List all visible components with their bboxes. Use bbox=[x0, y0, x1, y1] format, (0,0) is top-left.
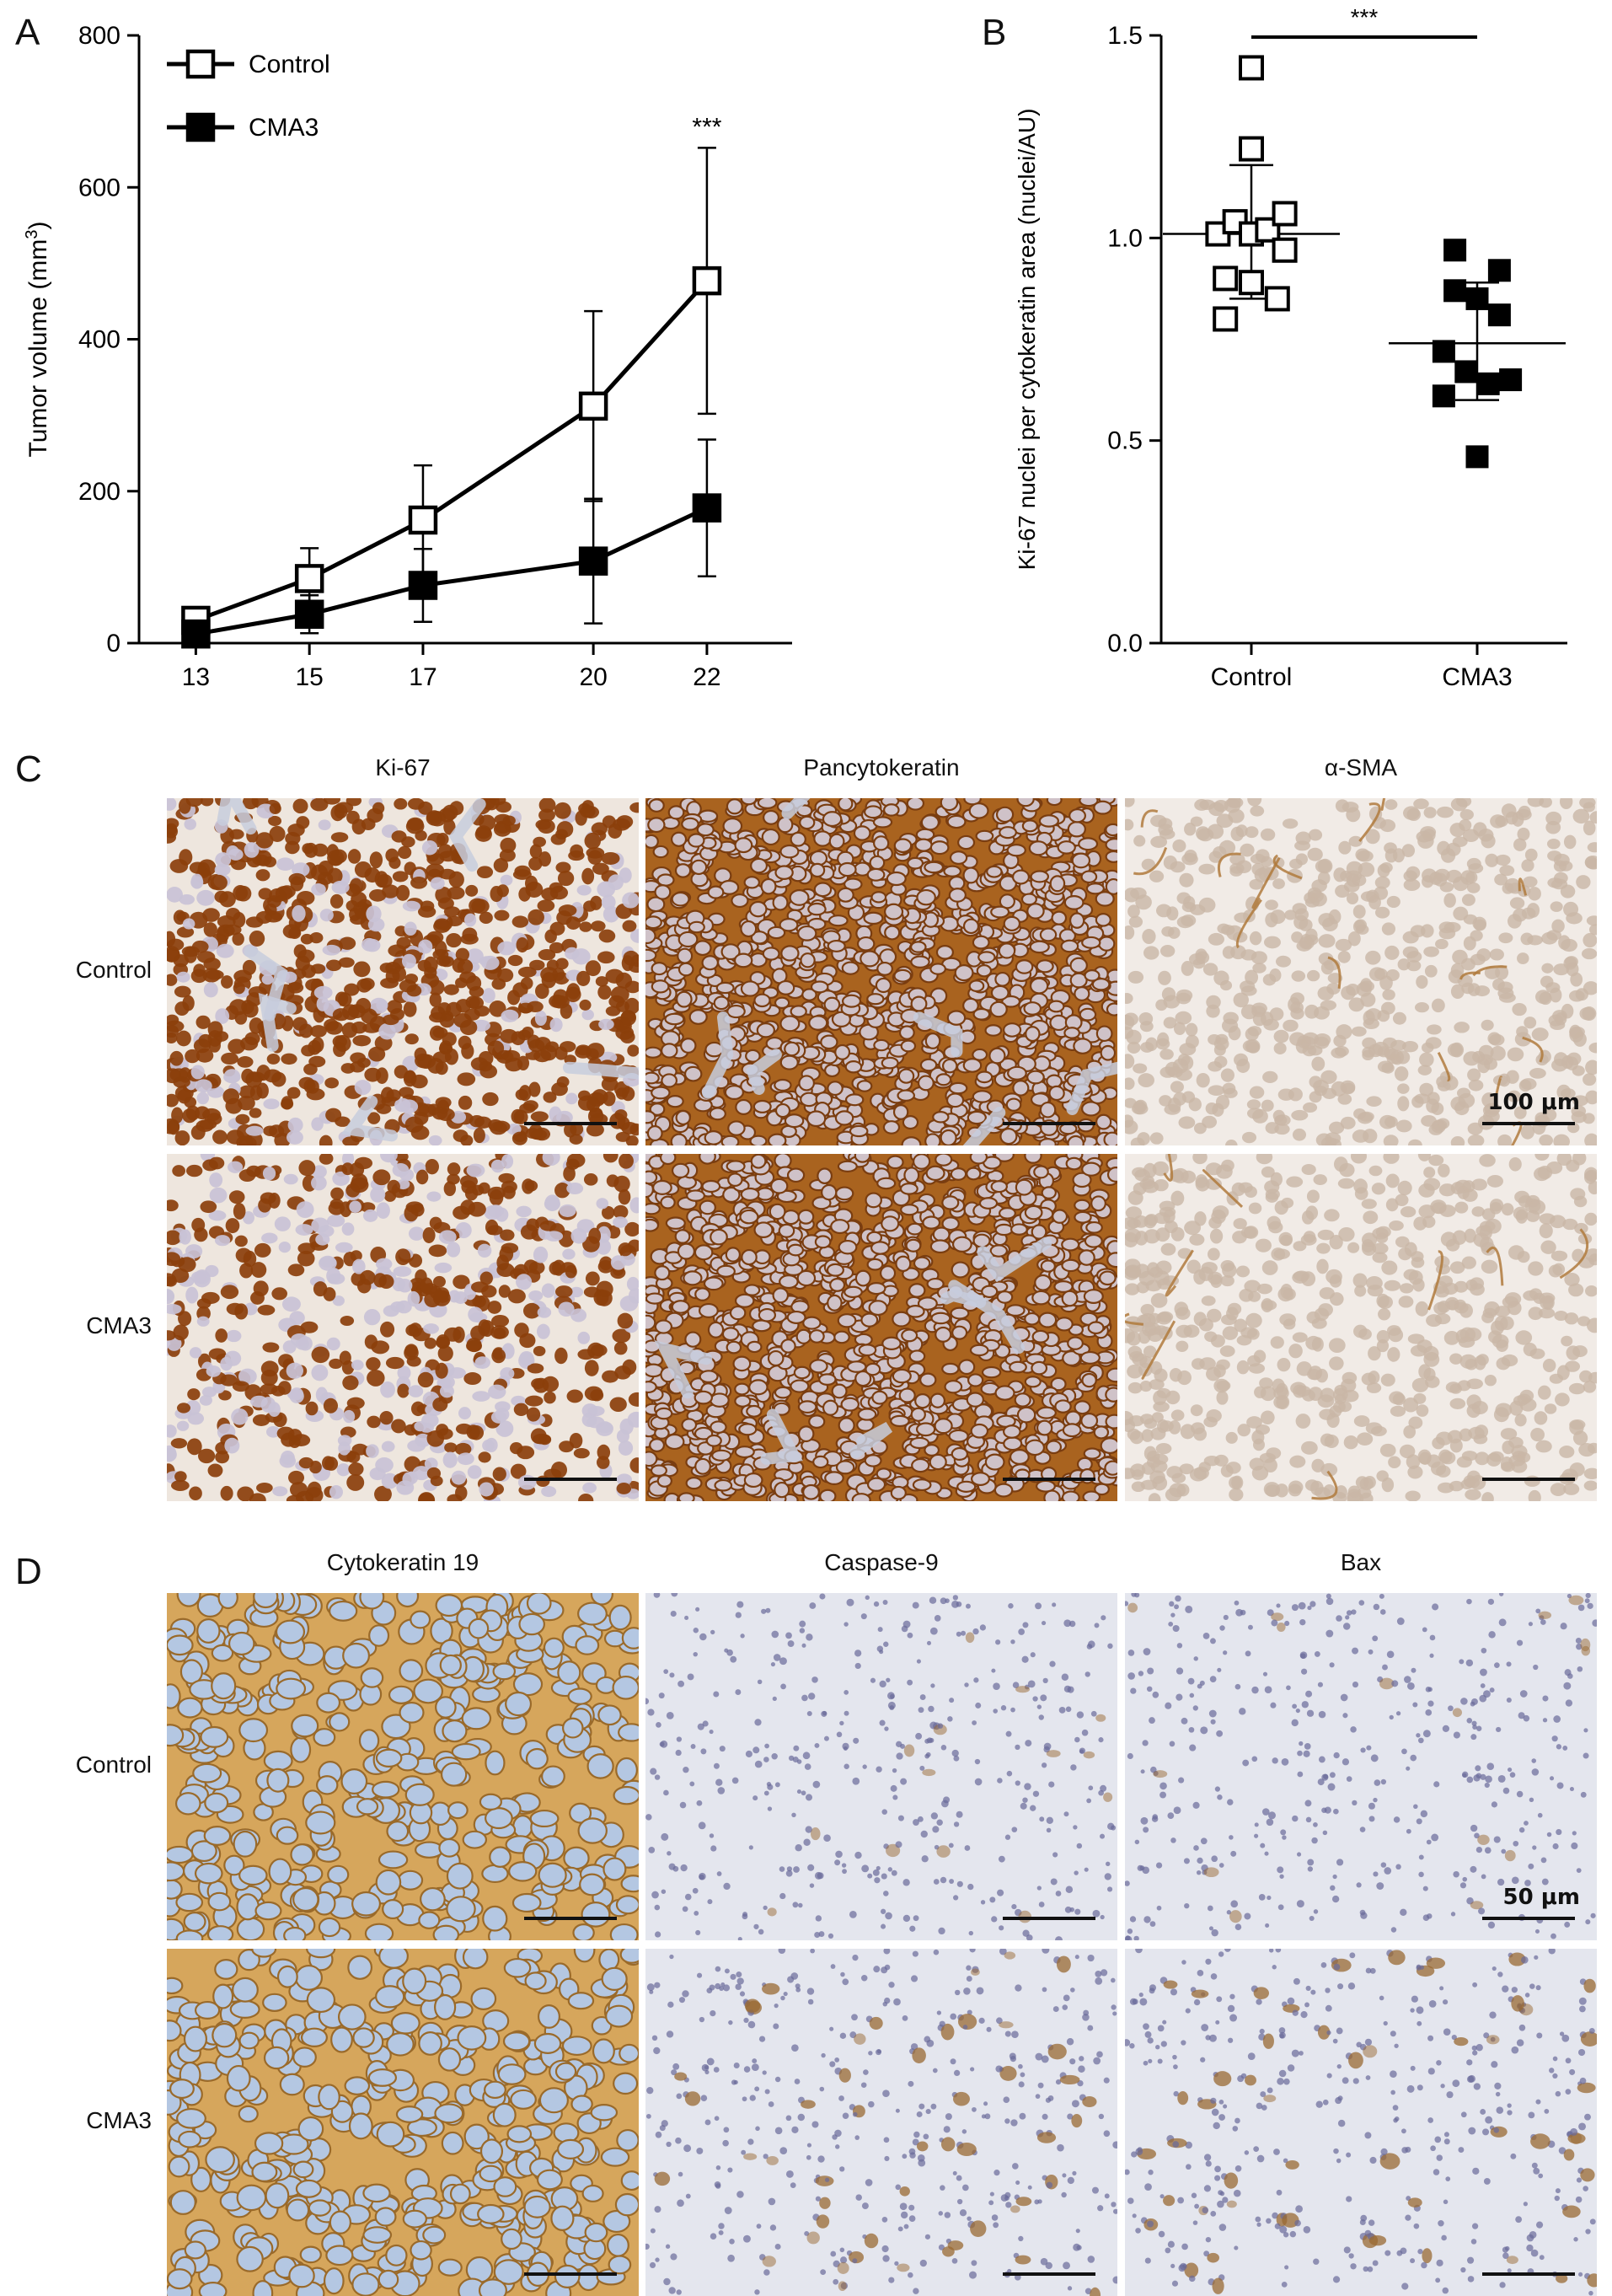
chart-a-x-tick-label: 15 bbox=[295, 663, 323, 691]
row-label: Control bbox=[25, 957, 152, 984]
micrograph-tile bbox=[645, 1154, 1117, 1501]
scale-bar bbox=[1003, 1122, 1095, 1125]
chart-a-series-line-control bbox=[195, 281, 707, 620]
chart-a-point-control bbox=[581, 394, 606, 419]
chart-b-x-tick-label: Control bbox=[1211, 663, 1293, 691]
chart-b-significance: *** bbox=[1351, 4, 1379, 30]
micrograph-tile bbox=[167, 1593, 639, 1940]
chart-b-point-control bbox=[1240, 271, 1262, 293]
chart-b-x-tick-label: CMA3 bbox=[1442, 663, 1512, 691]
scale-bar bbox=[524, 1122, 617, 1125]
scale-bar bbox=[524, 1917, 617, 1920]
chart-a-point-cma3 bbox=[297, 602, 322, 627]
scale-bar-label: 100 μm bbox=[1462, 1090, 1580, 1115]
chart-b-y-label: Ki-67 nuclei per cytokeratin area (nucle… bbox=[1014, 109, 1040, 571]
row-label: CMA3 bbox=[25, 1312, 152, 1339]
row-label: Control bbox=[25, 1752, 152, 1778]
chart-a-x-tick-label: 13 bbox=[182, 663, 210, 691]
chart-a-point-cma3 bbox=[183, 621, 208, 646]
chart-a-y-tick-label: 200 bbox=[78, 478, 120, 506]
micrograph-tile bbox=[167, 798, 639, 1145]
scale-bar bbox=[1003, 2272, 1095, 2276]
chart-b-point-control bbox=[1267, 287, 1288, 309]
chart-b-point-cma3 bbox=[1466, 287, 1488, 309]
chart-a-legend-label: CMA3 bbox=[249, 114, 319, 142]
chart-b-point-cma3 bbox=[1433, 385, 1454, 407]
chart-a-y-tick-label: 600 bbox=[78, 174, 120, 201]
panel-letter-d: D bbox=[15, 1551, 42, 1593]
chart-b-y-tick-label: 0.5 bbox=[1107, 427, 1143, 455]
micrograph-tile bbox=[167, 1154, 639, 1501]
chart-a-y-label: Tumor volume (mm3) bbox=[23, 221, 52, 457]
micrograph-tile bbox=[1125, 1154, 1597, 1501]
chart-b-y-tick-label: 1.0 bbox=[1107, 224, 1143, 252]
chart-b-point-control bbox=[1274, 202, 1296, 224]
chart-b-point-cma3 bbox=[1500, 369, 1522, 391]
column-label: α-SMA bbox=[1125, 754, 1597, 781]
chart-b-point-control bbox=[1274, 239, 1296, 261]
chart-b-y-tick-label: 0.0 bbox=[1107, 630, 1143, 657]
column-label: Cytokeratin 19 bbox=[167, 1549, 639, 1576]
chart-b-point-control bbox=[1240, 138, 1262, 160]
chart-b-point-cma3 bbox=[1444, 239, 1466, 261]
chart-b-point-cma3 bbox=[1477, 373, 1499, 394]
scale-bar bbox=[1003, 1478, 1095, 1481]
chart-b-point-cma3 bbox=[1444, 280, 1466, 302]
chart-b-point-control bbox=[1214, 308, 1236, 330]
micrograph-tile bbox=[1125, 1949, 1597, 2296]
chart-a-point-cma3 bbox=[694, 496, 720, 521]
scale-bar bbox=[524, 2272, 617, 2276]
chart-a-point-control bbox=[297, 566, 322, 591]
chart-a-x-tick-label: 17 bbox=[409, 663, 436, 691]
column-label: Pancytokeratin bbox=[645, 754, 1117, 781]
scale-bar bbox=[524, 1478, 617, 1481]
panel-letter-c: C bbox=[15, 748, 42, 791]
scale-bar bbox=[1482, 2272, 1575, 2276]
column-label: Bax bbox=[1125, 1549, 1597, 1576]
chart-a-tumor-volume: 0 200 400 600 800 13 15 17 20 22 Tumor volume (mm3… bbox=[0, 0, 809, 725]
chart-b-point-cma3 bbox=[1455, 361, 1477, 383]
scale-bar bbox=[1482, 1917, 1575, 1920]
chart-a-point-cma3 bbox=[581, 549, 606, 574]
chart-b-point-cma3 bbox=[1466, 446, 1488, 468]
chart-a-legend-label: Control bbox=[249, 51, 330, 78]
chart-a-y-tick-label: 0 bbox=[106, 630, 120, 657]
micrograph-tile bbox=[645, 1949, 1117, 2296]
chart-a-series-line-cma3 bbox=[195, 508, 707, 635]
chart-a-legend-marker bbox=[188, 51, 213, 77]
scale-bar bbox=[1482, 1478, 1575, 1481]
chart-a-point-control bbox=[410, 507, 436, 533]
chart-b-point-control bbox=[1214, 267, 1236, 289]
chart-a-point-control bbox=[694, 268, 720, 293]
chart-a-legend-marker bbox=[188, 115, 213, 140]
chart-b-y-tick-label: 1.5 bbox=[1107, 22, 1143, 50]
micrograph-tile bbox=[645, 798, 1117, 1145]
chart-a-x-tick-label: 20 bbox=[579, 663, 607, 691]
chart-b-point-control bbox=[1240, 56, 1262, 78]
micrograph-tile bbox=[167, 1949, 639, 2296]
chart-a-significance: *** bbox=[692, 114, 721, 142]
column-label: Ki-67 bbox=[167, 754, 639, 781]
row-label: CMA3 bbox=[25, 2107, 152, 2134]
chart-a-y-tick-label: 400 bbox=[78, 326, 120, 354]
scale-bar bbox=[1482, 1122, 1575, 1125]
scale-bar bbox=[1003, 1917, 1095, 1920]
chart-b-point-cma3 bbox=[1433, 341, 1454, 362]
chart-a-y-tick-label: 800 bbox=[78, 22, 120, 50]
chart-b-point-cma3 bbox=[1488, 304, 1510, 326]
chart-a-x-tick-label: 22 bbox=[693, 663, 720, 691]
scale-bar-label: 50 μm bbox=[1462, 1885, 1580, 1910]
chart-b-ki67-nuclei: 0.0 0.5 1.0 1.5 Control CMA3 Ki-67 nuclei per … bbox=[977, 0, 1612, 725]
chart-b-point-cma3 bbox=[1488, 260, 1510, 282]
chart-a-point-cma3 bbox=[410, 573, 436, 598]
column-label: Caspase-9 bbox=[645, 1549, 1117, 1576]
micrograph-tile bbox=[645, 1593, 1117, 1940]
